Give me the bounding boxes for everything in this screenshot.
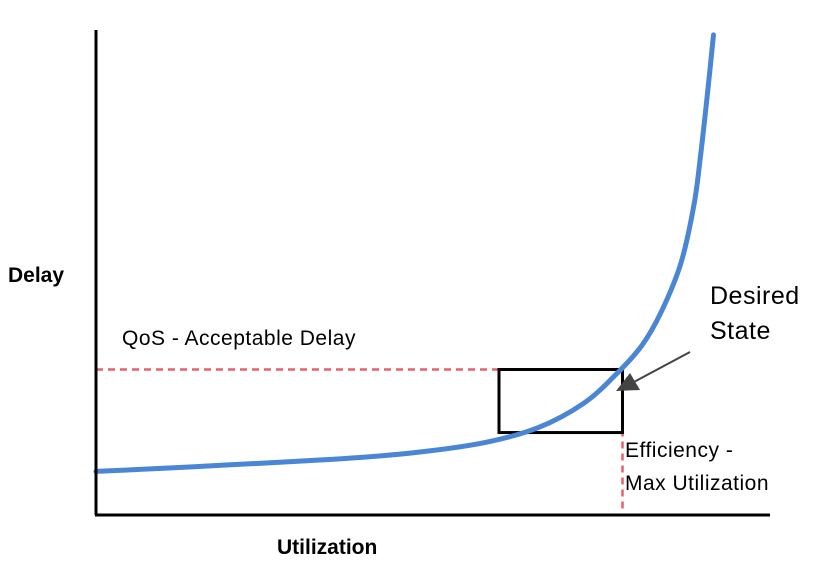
x-axis-label: Utilization (277, 536, 377, 559)
qos-annotation: QoS - Acceptable Delay (122, 327, 356, 350)
efficiency-label-line1: Efficiency - (625, 439, 733, 462)
efficiency-label-line2: Max Utilization (625, 472, 769, 495)
arrow-pointer (616, 351, 691, 391)
desired-region-box (497, 368, 624, 435)
desired-region-rect (497, 368, 624, 435)
reference-lines (96, 368, 624, 515)
delay-curve (93, 32, 716, 474)
y-axis-label: Delay (8, 264, 64, 287)
desired-state-label-line2: State (710, 317, 771, 345)
desired-state-label-line1: Desired (710, 282, 800, 310)
